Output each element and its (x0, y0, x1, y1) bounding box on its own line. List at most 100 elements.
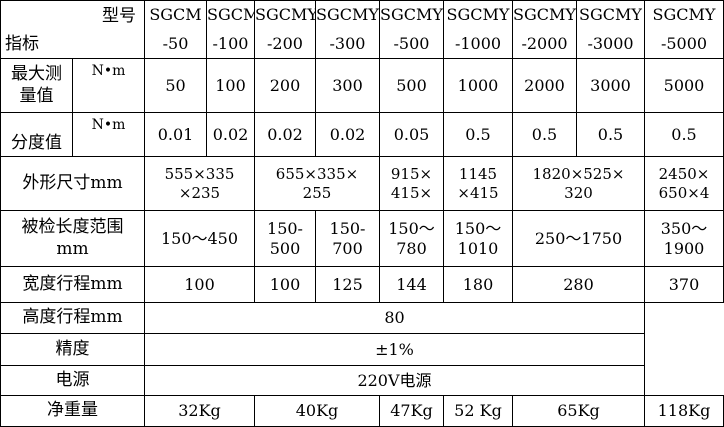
max-value-cell: 5000 (644, 58, 724, 113)
model-series-1: SGCM (144, 0, 207, 31)
division-cell: 0.02 (254, 112, 316, 157)
net-weight-cell: 40Kg (254, 395, 380, 427)
accuracy-label: 精度 (0, 333, 145, 366)
dimensions-cell: 1145 ×415 (443, 156, 513, 211)
max-value-cell: 500 (379, 58, 444, 113)
length-range-cell: 150～450 (144, 210, 255, 267)
dimensions-cell: 915× 415× (379, 156, 444, 211)
dimensions-cell: 1820×525× 320 (512, 156, 645, 211)
model-code-8: -3000 (576, 30, 645, 59)
indicator-header-label: 指标 (0, 30, 145, 59)
accuracy-value: ±1% (144, 333, 645, 366)
division-cell: 0.05 (379, 112, 444, 157)
width-travel-cell: 370 (644, 266, 724, 303)
length-range-line2: 700 (332, 238, 363, 258)
width-travel-cell: 144 (379, 266, 444, 303)
width-travel-cell: 100 (254, 266, 316, 303)
max-value-cell: 300 (315, 58, 380, 113)
length-range-line2: 1900 (663, 238, 705, 258)
width-travel-cell: 280 (512, 266, 645, 303)
length-range-label-line1: 被检长度范围 (21, 217, 124, 238)
model-code-5: -500 (379, 30, 444, 59)
model-series-7: SGCMY (512, 0, 577, 31)
length-range-cell: 150- 700 (315, 210, 380, 267)
max-value-cell: 1000 (443, 58, 513, 113)
dimensions-label: 外形尺寸mm (0, 156, 145, 211)
length-range-line1: 350～ (660, 218, 708, 238)
division-unit: N•m (72, 112, 145, 157)
dimensions-line2: 415× (390, 183, 433, 202)
net-weight-cell: 32Kg (144, 395, 255, 427)
width-travel-cell: 180 (443, 266, 513, 303)
power-value: 220V电源 (144, 365, 645, 396)
dimensions-line2: 255 (302, 183, 332, 202)
model-series-9: SGCMY (644, 0, 724, 31)
division-cell: 0.5 (644, 112, 724, 157)
dimensions-line2: 320 (564, 183, 593, 202)
dimensions-line2: 650×4 (658, 183, 710, 202)
model-header-label: 型号 (0, 0, 145, 31)
model-series-6: SGCMY (443, 0, 513, 31)
max-value-label-line1: 最大测 (11, 64, 62, 85)
dimensions-cell: 2450× 650×4 (644, 156, 724, 211)
dimensions-line1: 555×335 (164, 164, 235, 183)
dimensions-line2: ×235 (178, 183, 221, 202)
dimensions-line1: 1145 (458, 164, 498, 183)
model-series-5: SGCMY (379, 0, 444, 31)
max-value-cell: 3000 (576, 58, 645, 113)
dimensions-line1: 2450× (658, 164, 710, 183)
net-weight-cell: 65Kg (512, 395, 645, 427)
model-series-3: SGCMY (254, 0, 316, 31)
model-series-2: SGCM (206, 0, 255, 31)
dimensions-line1: 1820×525× (532, 164, 625, 183)
max-value-cell: 200 (254, 58, 316, 113)
dimensions-line1: 655×335× (275, 164, 359, 183)
max-value-label: 最大测 量值 (0, 58, 73, 113)
length-range-line2: 500 (269, 238, 301, 258)
model-code-3: -200 (254, 30, 316, 59)
dimensions-line2: ×415 (457, 183, 499, 202)
model-code-2: -100 (206, 30, 255, 59)
dimensions-cell: 555×335 ×235 (144, 156, 255, 211)
division-cell: 0.01 (144, 112, 207, 157)
division-label: 分度值 (0, 112, 73, 157)
division-cell: 0.02 (315, 112, 380, 157)
length-range-line1: 150- (267, 218, 303, 238)
power-label: 电源 (0, 365, 145, 396)
width-travel-label: 宽度行程mm (0, 266, 145, 303)
max-value-cell: 2000 (512, 58, 577, 113)
length-range-cell: 250～1750 (512, 210, 645, 267)
length-range-label: 被检长度范围 mm (0, 210, 145, 267)
length-range-line1: 150- (329, 218, 366, 238)
division-cell: 0.02 (206, 112, 255, 157)
max-value-cell: 100 (206, 58, 255, 113)
division-cell: 0.5 (443, 112, 513, 157)
model-code-1: -50 (144, 30, 207, 59)
length-range-cell: 350～ 1900 (644, 210, 724, 267)
length-range-line2: 780 (396, 238, 427, 258)
max-value-unit: N•m (72, 58, 145, 113)
model-code-9: -5000 (644, 30, 724, 59)
division-cell: 0.5 (512, 112, 577, 157)
model-series-8: SGCMY (576, 0, 645, 31)
net-weight-cell: 47Kg (379, 395, 444, 427)
length-range-cell: 150～ 780 (379, 210, 444, 267)
net-weight-label: 净重量 (0, 395, 145, 427)
length-range-cell: 150～ 1010 (443, 210, 513, 267)
length-range-line1: 150～ (388, 218, 435, 238)
dimensions-cell: 655×335× 255 (254, 156, 380, 211)
max-value-label-line2: 量值 (19, 85, 54, 106)
length-range-line1: 150～ (454, 218, 502, 238)
length-range-label-line2: mm (56, 238, 89, 259)
model-series-4: SGCMY (315, 0, 380, 31)
height-travel-value: 80 (144, 302, 645, 334)
length-range-cell: 150- 500 (254, 210, 316, 267)
dimensions-line1: 915× (390, 164, 433, 183)
model-code-6: -1000 (443, 30, 513, 59)
width-travel-cell: 100 (144, 266, 255, 303)
model-code-4: -300 (315, 30, 380, 59)
net-weight-cell: 118Kg (644, 395, 724, 427)
max-value-cell: 50 (144, 58, 207, 113)
model-code-7: -2000 (512, 30, 577, 59)
